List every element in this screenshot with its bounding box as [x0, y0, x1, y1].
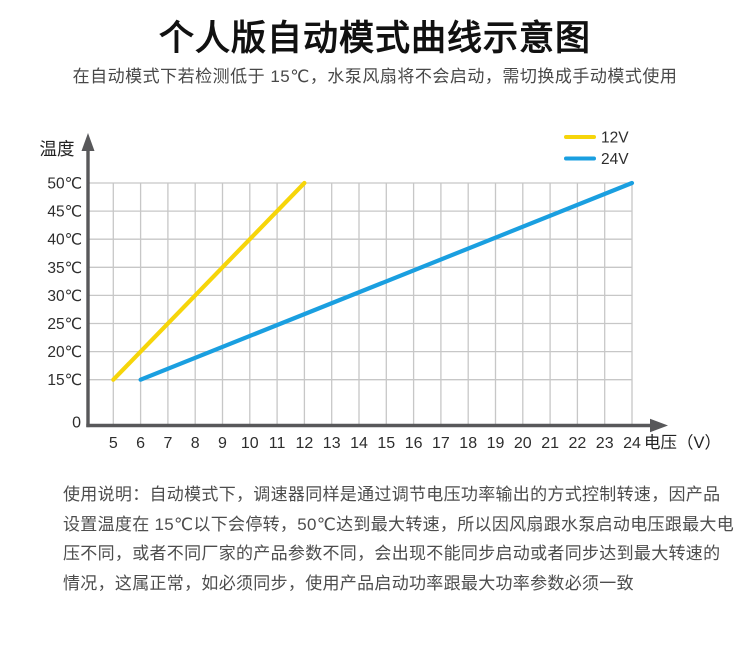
- x-tick-label: 11: [269, 435, 286, 452]
- page-subtitle: 在自动模式下若检测低于 15℃，水泵风扇将不会启动，需切换成手动模式使用: [72, 67, 678, 86]
- usage-notes-line-4: 情况，这属正常，如必须同步，使用产品启动功率跟最大功率参数必须一致: [63, 573, 634, 593]
- y-axis-title: 温度: [40, 139, 75, 159]
- y-tick-label: 30℃: [47, 288, 82, 305]
- grid-lines: [88, 182, 633, 426]
- y-origin-label: 0: [72, 415, 81, 432]
- y-tick-label: 20℃: [47, 344, 82, 361]
- x-tick-label: 16: [405, 435, 423, 452]
- usage-notes-line-2: 设置温度在 15℃以下会停转，50℃达到最大转速，所以因风扇跟水泵启动电压跟最大…: [63, 514, 735, 534]
- series-line-24V: [138, 180, 635, 382]
- y-tick-label: 35℃: [47, 260, 82, 277]
- x-tick-label: 7: [163, 435, 172, 452]
- x-tick-label: 13: [323, 435, 341, 452]
- usage-notes: 使用说明：自动模式下，调速器同样是通过调节电压功率输出的方式控制转速，因产品 设…: [63, 480, 735, 598]
- x-tick-label: 24: [623, 435, 641, 452]
- usage-notes-line-3: 压不同，或者不同厂家的产品参数不同，会出现不能同步启动或者同步达到最大转速的: [63, 544, 721, 563]
- tick-labels: 50℃ 45℃ 40℃ 35℃ 30℃ 25℃ 20℃ 15℃ 0 5 6 7 8 9 10 11 12 13 14…: [47, 176, 641, 453]
- usage-notes-line-1: 使用说明：自动模式下，调速器同样是通过调节电压功率输出的方式控制转速，因产品: [63, 485, 721, 504]
- x-tick-label: 8: [191, 435, 200, 452]
- chart-svg: 50℃ 45℃ 40℃ 35℃ 30℃ 25℃ 20℃ 15℃ 0 5 6 7 8 9 10 11 12 13 14…: [40, 130, 722, 453]
- x-tick-label: 17: [432, 435, 450, 452]
- y-tick-label: 25℃: [47, 316, 82, 333]
- y-tick-label: 15℃: [47, 372, 82, 389]
- x-tick-label: 15: [377, 435, 395, 452]
- y-axis-arrow-icon: [81, 133, 95, 151]
- x-axis-title: 电压（V）: [644, 433, 721, 452]
- y-tick-label: 45℃: [47, 204, 82, 221]
- x-tick-label: 12: [296, 435, 314, 452]
- y-tick-label: 40℃: [47, 232, 82, 249]
- x-tick-label: 9: [218, 435, 227, 452]
- x-tick-label: 5: [109, 435, 118, 452]
- x-axis-arrow-icon: [650, 418, 668, 433]
- series: [111, 180, 635, 382]
- x-tick-label: 14: [350, 435, 368, 452]
- series-line-12V: [111, 180, 307, 382]
- x-tick-label: 6: [136, 435, 145, 452]
- x-tick-label: 21: [541, 435, 559, 452]
- y-tick-label: 50℃: [47, 176, 82, 193]
- x-tick-label: 23: [596, 435, 614, 452]
- legend-label-12V: 12V: [601, 130, 629, 147]
- x-tick-label: 22: [569, 435, 587, 452]
- axes: [81, 133, 668, 433]
- legend-label-24V: 24V: [601, 151, 629, 168]
- x-tick-label: 10: [241, 435, 259, 452]
- x-tick-label: 19: [487, 435, 505, 452]
- x-tick-label: 20: [514, 435, 532, 452]
- x-tick-label: 18: [459, 435, 477, 452]
- page-title: 个人版自动模式曲线示意图: [158, 19, 591, 58]
